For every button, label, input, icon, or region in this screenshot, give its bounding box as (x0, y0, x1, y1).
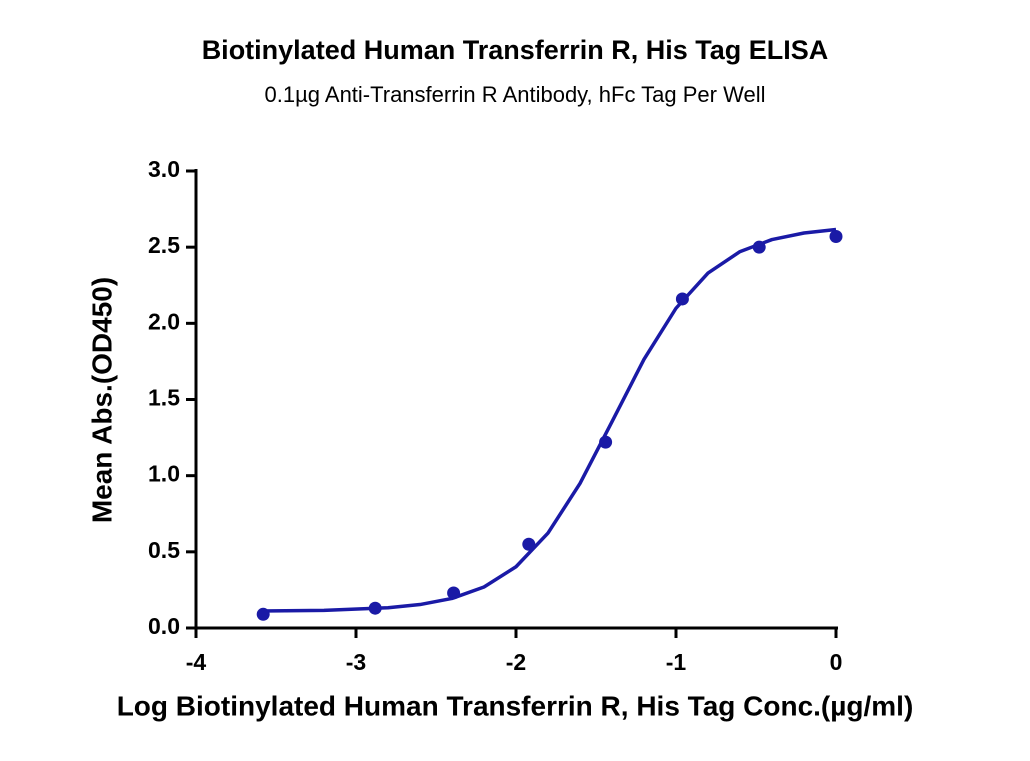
y-axis-label: Mean Abs.(OD450) (86, 277, 117, 523)
y-tick-label: 1.0 (148, 461, 180, 487)
chart-title: Biotinylated Human Transferrin R, His Ta… (202, 35, 829, 65)
y-tick-label: 0.0 (148, 613, 180, 639)
data-point (368, 601, 382, 615)
fit-curve (259, 227, 837, 613)
data-point (522, 537, 536, 551)
y-tick-label: 1.5 (148, 385, 180, 411)
y-tick-label: 2.5 (148, 232, 180, 258)
chart-subtitle: 0.1µg Anti-Transferrin R Antibody, hFc T… (265, 82, 766, 107)
data-point (256, 607, 270, 621)
data-point (447, 586, 461, 600)
data-point (829, 230, 843, 244)
data-point (599, 435, 613, 449)
x-tick-label: 0 (830, 649, 843, 675)
y-tick-label: 0.5 (148, 537, 180, 563)
x-axis-label: Log Biotinylated Human Transferrin R, Hi… (117, 690, 914, 721)
x-tick-label: -4 (186, 649, 207, 675)
data-point (752, 240, 766, 254)
y-tick-label: 3.0 (148, 156, 180, 182)
x-tick-label: -1 (666, 649, 687, 675)
y-tick-label: 2.0 (148, 308, 180, 334)
x-tick-label: -2 (506, 649, 526, 675)
x-tick-label: -3 (346, 649, 366, 675)
data-point (675, 292, 689, 306)
